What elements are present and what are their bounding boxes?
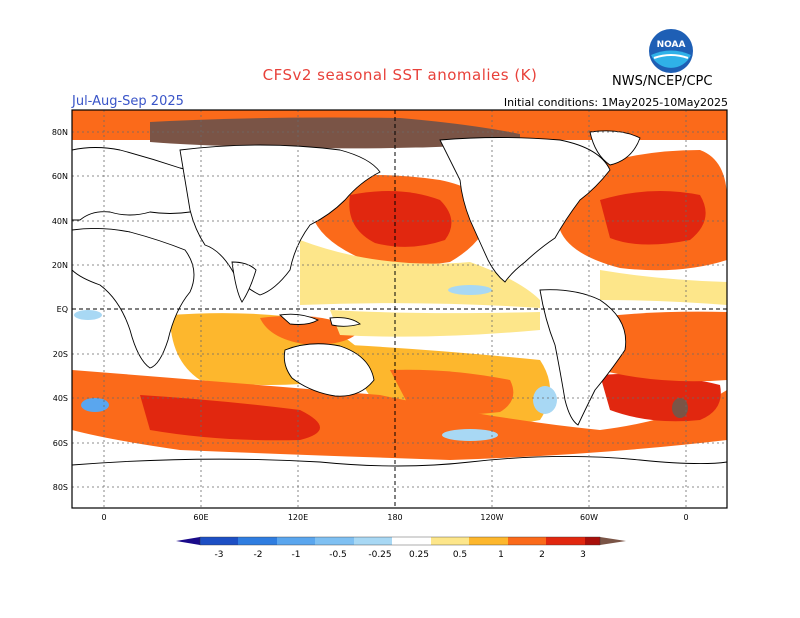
colorbar-segment — [508, 537, 546, 545]
initial-conditions: Initial conditions: 1May2025-10May2025 — [503, 96, 728, 109]
lon-label: 120W — [480, 513, 503, 522]
colorbar-tick-label: -0.25 — [368, 550, 391, 560]
colorbar-right-arrow — [600, 537, 626, 545]
lat-label: 20S — [53, 350, 68, 359]
land-asia — [179, 144, 381, 296]
colorbar-segment — [431, 537, 469, 545]
anomaly-fields — [72, 110, 727, 460]
colorbar-segment — [277, 537, 315, 545]
land-south-america — [539, 289, 627, 426]
anomaly-cool-patch-5 — [442, 429, 498, 441]
plot-area — [72, 110, 727, 508]
lat-label: 80N — [52, 128, 68, 137]
anomaly-very-warm-patch — [672, 398, 688, 418]
land-antarctica — [72, 455, 727, 508]
anomaly-cool-patch-1 — [81, 398, 109, 412]
anomaly-equatorial-pacific — [330, 310, 540, 337]
anomaly-south-atlantic-core — [600, 373, 721, 422]
land-new-guinea — [329, 317, 361, 327]
lat-label: 60N — [52, 172, 68, 181]
lat-label: EQ — [57, 305, 68, 314]
lat-label: 40S — [53, 394, 68, 403]
colorbar-segment — [238, 537, 277, 545]
anomaly-cool-patch-4 — [74, 310, 102, 320]
lon-label: 60W — [580, 513, 598, 522]
colorbar-tick-label: -2 — [254, 550, 263, 560]
colorbar-segment — [392, 537, 431, 545]
colorbar-segment — [585, 537, 600, 545]
lat-label: 40N — [52, 217, 68, 226]
colorbar-tick-label: 0.25 — [409, 550, 429, 560]
colorbar — [176, 536, 626, 546]
forecast-period: Jul-Aug-Sep 2025 — [72, 94, 184, 109]
colorbar-tick-label: 1 — [498, 550, 504, 560]
land-indonesia — [278, 313, 319, 325]
land-india — [231, 261, 257, 303]
colorbar-left-arrow — [176, 537, 200, 545]
plot-frame — [71, 109, 728, 509]
lon-axis-labels: 0 60E 120E 180 120W 60W 0 — [101, 513, 688, 522]
lon-label: 120E — [288, 513, 308, 522]
organization-label: NWS/NCEP/CPC — [612, 74, 713, 89]
anomaly-cool-patch-2 — [533, 386, 557, 414]
colorbar-segment — [200, 537, 238, 545]
logo-text: NOAA — [657, 40, 686, 50]
noaa-logo: NOAA — [649, 29, 693, 73]
colorbar-tick-label: 0.5 — [453, 550, 467, 560]
anomaly-tropical-atlantic — [600, 270, 727, 305]
lat-label: 80S — [53, 483, 68, 492]
colorbar-tick-label: -1 — [292, 550, 301, 560]
lat-axis-labels: 80N 60N 40N 20N EQ 20S 40S 60S 80S — [52, 128, 68, 492]
colorbar-segment — [354, 537, 392, 545]
lon-label: 60E — [193, 513, 208, 522]
map-title: CFSv2 seasonal SST anomalies (K) — [262, 66, 538, 84]
anomaly-arctic-very-warm — [150, 117, 520, 149]
lat-label: 20N — [52, 261, 68, 270]
colorbar-tick-label: -0.5 — [329, 550, 347, 560]
land-africa — [72, 227, 195, 369]
anomaly-south-pacific-core — [390, 369, 514, 415]
land-north-america — [439, 137, 611, 283]
anomaly-southern-ocean-core-west — [140, 395, 320, 441]
colorbar-tick-label: 2 — [539, 550, 545, 560]
reference-lines — [72, 110, 727, 508]
colorbar-segment — [546, 537, 585, 545]
lon-label: 0 — [101, 513, 106, 522]
land-greenland — [589, 130, 641, 166]
anomaly-cool-patch-3 — [448, 285, 492, 295]
anomaly-north-atlantic-core — [600, 191, 706, 245]
grid-lines — [72, 110, 727, 508]
land-australia — [283, 343, 375, 397]
colorbar-tick-label: -3 — [215, 550, 224, 560]
colorbar-tick-label: 3 — [580, 550, 586, 560]
lon-label: 0 — [683, 513, 688, 522]
anomaly-north-pacific-core — [349, 191, 452, 247]
colorbar-segment — [315, 537, 354, 545]
lat-label: 60S — [53, 439, 68, 448]
colorbar-segment — [469, 537, 508, 545]
colorbar-labels: -3 -2 -1 -0.5 -0.25 0.25 0.5 1 2 3 — [215, 550, 586, 560]
continents — [72, 130, 727, 508]
lon-label: 180 — [387, 513, 402, 522]
